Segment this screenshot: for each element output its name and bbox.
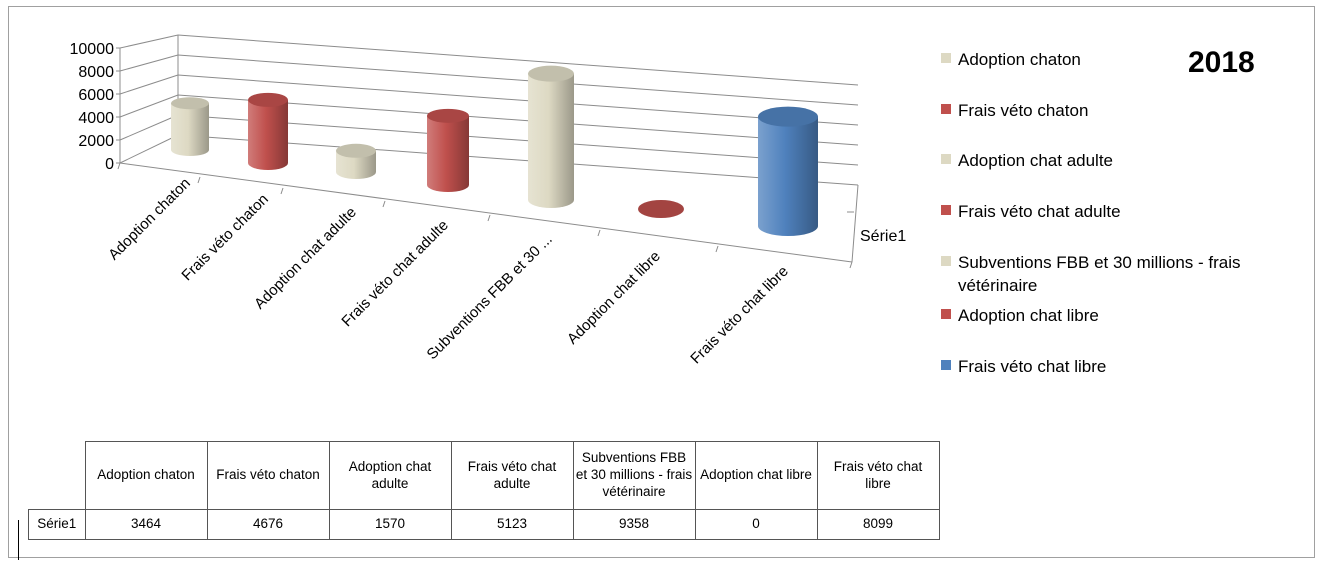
- bar-body: [248, 99, 288, 170]
- legend-label: Frais véto chat libre: [958, 357, 1106, 376]
- y-tick-label: 10000: [70, 41, 115, 58]
- frame-edge: [18, 520, 19, 560]
- legend: Adoption chaton Frais véto chaton Adoption…: [941, 50, 1241, 376]
- x-tick-mark: [280, 187, 284, 195]
- y-tick-label: 6000: [78, 87, 114, 104]
- x-tick-label: Frais véto chat adulte: [338, 217, 451, 330]
- bar: [638, 200, 684, 218]
- y-axis-ticks: 0 2000 4000 6000 8000 10000: [70, 41, 115, 173]
- gridline: [177, 54, 859, 106]
- gridline: [119, 114, 179, 141]
- data-table-cell: 4676: [206, 509, 330, 540]
- bar: [528, 65, 574, 209]
- data-table-cell: 3464: [84, 509, 208, 540]
- bar-body: [528, 73, 574, 209]
- x-tick-mark: [597, 229, 601, 237]
- data-table-header: Subventions FBB et 30 millions - frais v…: [572, 441, 696, 510]
- data-table-header: Adoption chaton: [84, 441, 208, 510]
- data-table-cell: 8099: [816, 509, 940, 540]
- gridlines: [116, 34, 859, 269]
- x-axis-line: [119, 162, 853, 263]
- bar-body: [758, 116, 818, 236]
- legend-label-line: vétérinaire: [958, 276, 1037, 295]
- gridline: [119, 34, 179, 49]
- gridline: [177, 114, 859, 166]
- gridline: [177, 34, 859, 86]
- bar-top: [528, 65, 574, 82]
- bar: [427, 108, 469, 192]
- x-tick-mark: [197, 176, 201, 184]
- gridline: [119, 54, 179, 72]
- gridline: [119, 134, 179, 164]
- bar-top: [336, 143, 376, 158]
- data-table-row: Série1 3464 4676 1570 5123 9358 0 8099: [28, 509, 940, 540]
- legend-swatch: [941, 53, 951, 63]
- x-tick-label: Subventions FBB et 30 ...: [424, 231, 556, 363]
- data-table-row-label: Série1: [28, 509, 86, 540]
- x-tick-mark: [849, 261, 853, 269]
- bar: [248, 92, 288, 170]
- depth-axis-line: [851, 184, 859, 263]
- legend-swatch: [941, 256, 951, 266]
- depth-axis-label: Série1: [860, 228, 906, 245]
- x-tick-label: Adoption chat libre: [564, 248, 664, 348]
- data-table-header: Adoption chat libre: [694, 441, 818, 510]
- data-table-header: Frais véto chat adulte: [450, 441, 574, 510]
- x-tick-mark: [117, 162, 121, 170]
- data-table-header: Adoption chat adulte: [328, 441, 452, 510]
- legend-label: Frais véto chaton: [958, 101, 1088, 120]
- bar-top: [758, 106, 818, 127]
- legend-label-line: Subventions FBB et 30 millions - frais: [958, 253, 1241, 272]
- bar: [171, 97, 209, 156]
- data-table-cell: 1570: [328, 509, 452, 540]
- legend-label: Adoption chat adulte: [958, 151, 1113, 170]
- y-tick-label: 8000: [78, 64, 114, 81]
- data-table-header: Frais véto chaton: [206, 441, 330, 510]
- data-table-cell: 5123: [450, 509, 574, 540]
- bars: [171, 65, 818, 236]
- legend-label: Adoption chat libre: [958, 306, 1099, 325]
- legend-swatch: [941, 360, 951, 370]
- legend-swatch: [941, 205, 951, 215]
- chart-title: 2018: [1188, 46, 1255, 79]
- bar-top: [248, 92, 288, 107]
- x-tick-mark: [487, 214, 491, 222]
- legend-swatch: [941, 154, 951, 164]
- x-tick-label: Frais véto chaton: [178, 191, 271, 284]
- x-tick-label: Adoption chaton: [105, 175, 194, 264]
- data-table-cell: 0: [694, 509, 818, 540]
- data-table: Adoption chaton Frais véto chaton Adopti…: [28, 441, 940, 540]
- data-table-header: Frais véto chat libre: [816, 441, 940, 510]
- legend-swatch: [941, 104, 951, 114]
- data-table-header-row: Adoption chaton Frais véto chaton Adopti…: [28, 441, 940, 510]
- data-table-cell: 9358: [572, 509, 696, 540]
- y-tick-label: 2000: [78, 133, 114, 150]
- bar-top: [171, 97, 209, 110]
- bar: [336, 143, 376, 179]
- gridline: [177, 74, 859, 126]
- bar-base: [638, 200, 684, 218]
- y-tick-label: 0: [105, 156, 114, 173]
- bar-top: [427, 108, 469, 123]
- x-tick-label: Adoption chat adulte: [251, 204, 360, 313]
- bar-body: [171, 103, 209, 156]
- bar-body: [336, 150, 376, 179]
- x-tick-label: Frais véto chat libre: [687, 263, 792, 368]
- legend-label: Subventions FBB et 30 millions - frais vé…: [958, 253, 1241, 295]
- gridline: [119, 94, 179, 118]
- bar-body: [427, 115, 469, 192]
- legend-swatch: [941, 309, 951, 319]
- data-table-corner: [28, 441, 86, 510]
- x-tick-mark: [382, 200, 386, 208]
- gridline: [177, 134, 859, 186]
- gridline: [119, 74, 179, 95]
- legend-label: Frais véto chat adulte: [958, 202, 1121, 221]
- x-tick-mark: [715, 245, 719, 253]
- y-tick-label: 4000: [78, 110, 114, 127]
- legend-label: Adoption chaton: [958, 50, 1081, 69]
- bar: [758, 106, 818, 236]
- gridline: [177, 94, 859, 146]
